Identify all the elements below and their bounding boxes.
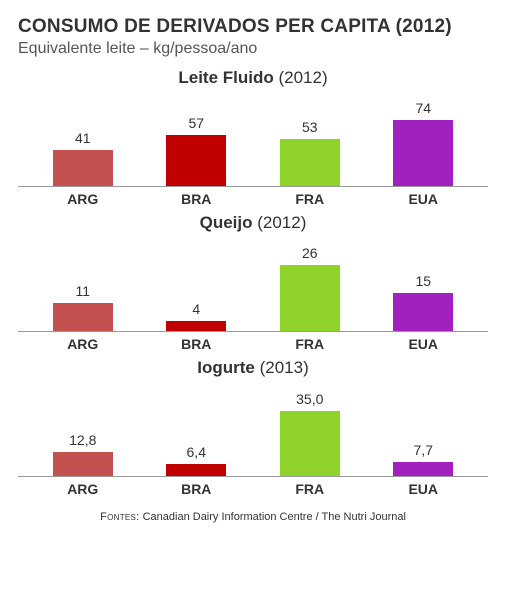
bar-value-label: 35,0 <box>296 391 323 407</box>
category-label: EUA <box>367 336 481 352</box>
bar-value-label: 57 <box>188 115 204 131</box>
category-label: ARG <box>26 481 140 497</box>
category-label: BRA <box>140 191 254 207</box>
bar-wrap: 6,4 <box>140 444 254 476</box>
bar-value-label: 7,7 <box>414 442 433 458</box>
category-label: BRA <box>140 336 254 352</box>
page-subtitle: Equivalente leite – kg/pessoa/ano <box>18 40 488 58</box>
chart-year: (2012) <box>278 68 327 87</box>
source-label: Fontes: <box>100 511 139 523</box>
category-row: ARGBRAFRAEUA <box>18 187 488 207</box>
category-label: EUA <box>367 481 481 497</box>
chart-plot: 12,8 6,4 35,0 7,7 <box>18 384 488 477</box>
chart-title: Leite Fluido (2012) <box>18 68 488 88</box>
bar <box>393 462 453 476</box>
bar <box>166 321 226 331</box>
bar <box>393 293 453 331</box>
bar-wrap: 35,0 <box>253 391 367 476</box>
bar <box>53 303 113 331</box>
category-label: ARG <box>26 191 140 207</box>
bar-value-label: 11 <box>75 283 90 299</box>
bar-value-label: 74 <box>415 100 431 116</box>
chart-block: Leite Fluido (2012) 41 57 53 74 ARGBRAFRAEUA <box>18 68 488 207</box>
category-label: ARG <box>26 336 140 352</box>
chart-plot: 41 57 53 74 <box>18 94 488 187</box>
source-footer: Fontes: Canadian Dairy Information Centr… <box>18 511 488 523</box>
bar-wrap: 26 <box>253 245 367 331</box>
bar <box>166 135 226 186</box>
category-label: BRA <box>140 481 254 497</box>
charts-container: Leite Fluido (2012)41575374ARGBRAFRAEUAQ… <box>18 68 488 497</box>
bar-wrap: 57 <box>140 115 254 186</box>
category-label: FRA <box>253 336 367 352</box>
bar-wrap: 7,7 <box>367 442 481 476</box>
chart-year: (2013) <box>260 358 309 377</box>
page-title: CONSUMO DE DERIVADOS PER CAPITA (2012) <box>18 16 488 38</box>
chart-year: (2012) <box>257 213 306 232</box>
category-label: FRA <box>253 191 367 207</box>
bar <box>280 139 340 186</box>
category-row: ARGBRAFRAEUA <box>18 477 488 497</box>
bar-value-label: 6,4 <box>187 444 206 460</box>
bar <box>280 265 340 331</box>
bar <box>166 464 226 476</box>
category-row: ARGBRAFRAEUA <box>18 332 488 352</box>
chart-name: Leite Fluido <box>178 68 278 87</box>
bar-wrap: 15 <box>367 273 481 331</box>
category-label: EUA <box>367 191 481 207</box>
bar-wrap: 74 <box>367 100 481 186</box>
chart-name: Iogurte <box>197 358 259 377</box>
bar-wrap: 11 <box>26 283 140 331</box>
chart-title: Queijo (2012) <box>18 213 488 233</box>
source-text: Canadian Dairy Information Centre / The … <box>143 511 406 523</box>
chart-title: Iogurte (2013) <box>18 358 488 378</box>
chart-plot: 11 4 26 15 <box>18 239 488 332</box>
bar-value-label: 26 <box>302 245 318 261</box>
bar-value-label: 15 <box>415 273 431 289</box>
category-label: FRA <box>253 481 367 497</box>
bar-wrap: 41 <box>26 130 140 186</box>
chart-block: Iogurte (2013) 12,8 6,4 35,0 7,7 ARGBRAFRAEUA <box>18 358 488 497</box>
bar <box>53 452 113 476</box>
bar-value-label: 4 <box>192 301 200 317</box>
bar-wrap: 4 <box>140 301 254 331</box>
bar-value-label: 41 <box>75 130 91 146</box>
bar <box>53 150 113 186</box>
bar <box>393 120 453 186</box>
bar-value-label: 12,8 <box>69 432 96 448</box>
bar <box>280 411 340 476</box>
chart-header: CONSUMO DE DERIVADOS PER CAPITA (2012) E… <box>18 16 488 58</box>
chart-block: Queijo (2012) 11 4 26 15 ARGBRAFRAEUA <box>18 213 488 352</box>
bar-value-label: 53 <box>302 119 318 135</box>
chart-name: Queijo <box>200 213 258 232</box>
bar-wrap: 53 <box>253 119 367 186</box>
bar-wrap: 12,8 <box>26 432 140 476</box>
